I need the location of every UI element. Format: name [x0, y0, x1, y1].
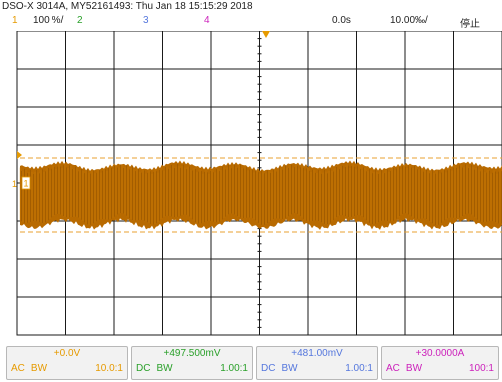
ch1-probe: 10.0:1 — [95, 363, 123, 374]
ch3-bw: BW — [281, 363, 298, 374]
ch3-panel[interactable]: +481.00mV DC BW 1.00:1 — [256, 346, 378, 380]
ch3-offset: +481.00mV — [291, 348, 343, 359]
ch1-number: 1 — [12, 15, 18, 26]
scope-title: DSO-X 3014A, MY52161493: Thu Jan 18 15:1… — [2, 1, 253, 12]
ch1-offset: +0.0V — [53, 348, 81, 359]
ch4-probe: 100:1 — [468, 363, 494, 374]
ch1-marker-box — [21, 176, 31, 190]
ch2-bw: BW — [156, 363, 173, 374]
ch2-panel[interactable]: +497.500mV DC BW 1.00:1 — [131, 346, 253, 380]
trigger-level-icon — [17, 151, 22, 159]
ch4-offset: +30.0000A — [415, 348, 465, 359]
ch3-coupling: DC — [261, 363, 276, 374]
ch1-panel[interactable]: +0.0V AC BW 10.0:1 — [6, 346, 128, 380]
ch1-waveform — [19, 160, 502, 230]
ch4-panel[interactable]: +30.0000A AC BW 100:1 — [381, 346, 499, 380]
ch1-ground-marker: 1 — [12, 179, 17, 189]
waveform-display: 1 1 — [12, 31, 502, 336]
ch1-scale: 100 %/ — [33, 15, 64, 26]
time-scale: 10.00‰/ — [390, 15, 428, 26]
ch4-bw: BW — [405, 363, 423, 374]
ch1-bw: BW — [30, 363, 48, 374]
ch2-offset: +497.500mV — [163, 348, 221, 359]
ch4-coupling: AC — [386, 363, 400, 374]
ch3-number: 3 — [143, 15, 149, 26]
ch3-probe: 1.00:1 — [345, 363, 373, 374]
ch2-coupling: DC — [136, 363, 151, 374]
ch4-number: 4 — [204, 15, 210, 26]
ch2-number: 2 — [77, 15, 83, 26]
trigger-marker-icon — [262, 31, 270, 38]
ch2-probe: 1.00:1 — [220, 363, 248, 374]
ch1-marker-label: 1 — [23, 179, 28, 189]
run-state: 停止 — [460, 19, 480, 30]
ch1-coupling: AC — [11, 363, 25, 374]
time-delay: 0.0s — [332, 15, 351, 26]
